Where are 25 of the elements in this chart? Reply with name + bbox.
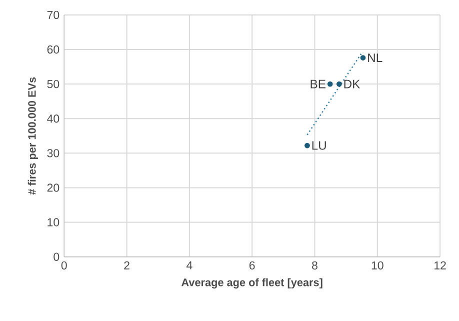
y-tick-label: 70 [47,10,60,20]
y-tick-label: 0 [54,252,60,261]
y-tick-label: 40 [47,114,60,123]
x-tick-label: 2 [124,261,130,270]
y-tick-label: 60 [47,45,60,54]
y-tick-label: 30 [47,149,60,158]
annotation: LU [312,141,326,150]
x-axis-title: Average age of fleet [years] [181,278,322,289]
point [360,55,366,61]
y-tick-label: 20 [47,184,60,192]
point [304,142,310,148]
x-tick-label: 0 [61,261,67,270]
annotation: BE [310,80,326,88]
x-tick-label: 10 [372,261,384,270]
point [327,81,333,87]
x-tick-label: 8 [312,261,318,270]
point [336,81,342,87]
x-tick-label: 4 [186,261,192,270]
x-tick-label: 12 [434,261,446,270]
annotation: DK [344,80,360,88]
y-tick-label: 10 [48,218,60,226]
x-tick-label: 6 [249,261,255,270]
y-tick-label: 50 [47,80,60,88]
y-axis-title: # fires per 100.000 EVs [28,77,38,195]
annotation: NL [368,54,382,62]
